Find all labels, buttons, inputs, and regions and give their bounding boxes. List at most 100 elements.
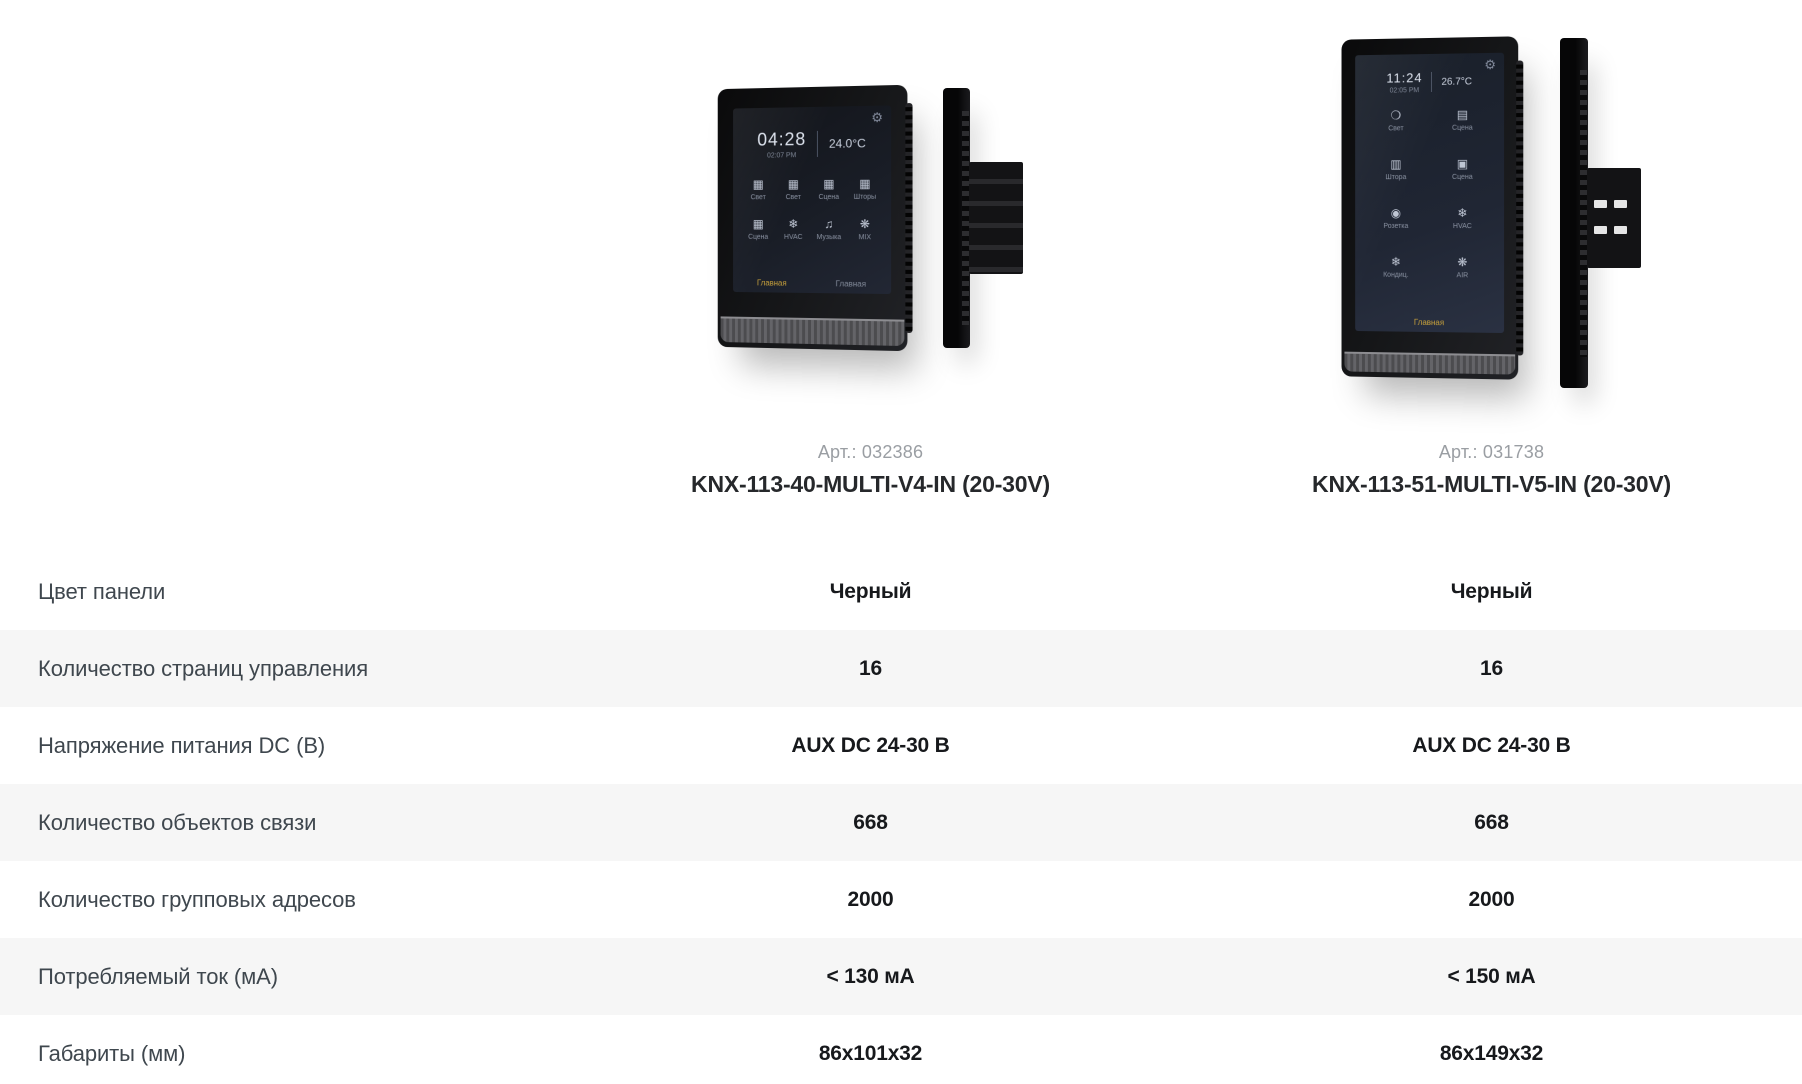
panel-side-view — [943, 88, 970, 348]
product-title-link[interactable]: KNX-113-40-MULTI-V4-IN (20-30V) — [691, 471, 1050, 497]
screen-nav-label: Главная — [835, 279, 867, 289]
grid-icon: ▦ — [859, 176, 871, 191]
spec-label: Количество объектов связи — [38, 809, 317, 835]
spec-label: Напряжение питания DC (В) — [38, 732, 326, 758]
spec-value: < 150 мА — [1447, 964, 1536, 988]
tile-label: Сцена — [818, 193, 840, 201]
spec-row: Цвет панели Черный Черный — [0, 553, 1802, 630]
socket-icon: ◉ — [1390, 206, 1402, 220]
screen-divider — [1431, 71, 1433, 92]
screen-tile: ▦ Свет — [741, 177, 776, 201]
screen-clock-row: 11:24 02:05 PM 26.7°C — [1355, 69, 1504, 95]
spec-value: 16 — [859, 656, 882, 680]
tile-label: Кондиц. — [1383, 271, 1409, 279]
screen-time-sub: 02:07 PM — [766, 152, 797, 160]
screen-tile-grid: ▦ Свет ▦ Свет ▦ Сцена ▦ Шторы ▦ Сцена ❄ HVAC ♫ Музыка… — [733, 176, 891, 242]
tile-label: Сцена — [1452, 173, 1473, 181]
tile-label: HVAC — [783, 233, 803, 241]
screen-tile: ❋ AIR — [1429, 255, 1496, 280]
screen-temperature: 26.7°C — [1441, 75, 1473, 88]
tile-label: Шторы — [853, 193, 877, 201]
blind-icon: ▥ — [1390, 157, 1402, 172]
spec-value: 86x101x32 — [818, 1041, 923, 1065]
spec-value: Черный — [1450, 579, 1533, 603]
spec-label: Габариты (мм) — [38, 1040, 186, 1066]
connector-pin — [1594, 200, 1607, 208]
grid-icon: ▦ — [752, 177, 764, 192]
tile-label: Музыка — [816, 234, 842, 242]
product-photo-2: ⚙ 11:24 02:05 PM 26.7°C ❍ Свет ▤ Сцена ▥ Штор… — [1181, 25, 1802, 400]
spec-value: < 130 мА — [826, 964, 915, 988]
panel-screen: ⚙ 04:28 02:07 PM 24.0°C ▦ Свет ▦ Свет ▦ Сцена… — [733, 105, 892, 295]
product-card-1: ⚙ 04:28 02:07 PM 24.0°C ▦ Свет ▦ Свет ▦ Сцена… — [560, 0, 1181, 553]
panel-metal-strip — [720, 316, 905, 347]
screen-tile: ♫ Музыка — [811, 217, 847, 241]
tile-label: Свет — [1388, 125, 1404, 133]
tile-label: Розетка — [1383, 222, 1409, 230]
screen-clock: 11:24 02:05 PM — [1386, 70, 1422, 94]
screen-tile: ▣ Сцена — [1429, 157, 1496, 181]
screen-tile: ❍ Свет — [1363, 108, 1429, 133]
mounting-box — [1587, 168, 1641, 268]
screen-time: 04:28 — [757, 129, 807, 150]
screen-tile: ▥ Штора — [1363, 157, 1429, 181]
spec-value: 668 — [1474, 810, 1509, 834]
tile-label: AIR — [1456, 272, 1469, 280]
settings-gear-icon: ⚙ — [1484, 56, 1496, 73]
connector-pin — [1594, 226, 1607, 234]
spec-value: AUX DC 24-30 В — [1412, 733, 1571, 757]
touch-panel-front-view: ⚙ 04:28 02:07 PM 24.0°C ▦ Свет ▦ Свет ▦ Сцена… — [717, 84, 908, 352]
spec-value: AUX DC 24-30 В — [791, 733, 950, 757]
product-card-2: ⚙ 11:24 02:05 PM 26.7°C ❍ Свет ▤ Сцена ▥ Штор… — [1181, 0, 1802, 553]
tile-label: Свет — [785, 194, 801, 202]
screen-tile: ▦ Свет — [776, 177, 811, 201]
spec-value: 86x149x32 — [1439, 1041, 1544, 1065]
fan-icon: ❋ — [859, 216, 870, 232]
article-prefix: Арт.: — [817, 442, 857, 462]
screen-nav: Главная Главная — [733, 278, 891, 289]
panel-screen: ⚙ 11:24 02:05 PM 26.7°C ❍ Свет ▤ Сцена ▥ Штор… — [1355, 52, 1505, 334]
spec-row: Количество групповых адресов 2000 2000 — [0, 861, 1802, 938]
tile-label: Сцена — [1452, 124, 1473, 132]
spec-row: Напряжение питания DC (В) AUX DC 24-30 В A… — [0, 707, 1802, 784]
spec-value: 16 — [1480, 656, 1503, 680]
screen-divider — [817, 130, 819, 157]
screen-temperature: 24.0°C — [828, 136, 866, 151]
screen-tile-grid: ❍ Свет ▤ Сцена ▥ Штора ▣ Сцена ◉ Розетка ❄ HVAC ❄ Кон… — [1355, 107, 1504, 280]
screen-nav-label: Главная — [1413, 317, 1445, 328]
screen-tile: ▤ Сцена — [1429, 107, 1496, 132]
screen-tile: ▦ Сцена — [811, 177, 847, 201]
grid-icon: ▦ — [752, 217, 764, 231]
article-value: 032386 — [861, 442, 924, 462]
products-header: ⚙ 04:28 02:07 PM 24.0°C ▦ Свет ▦ Свет ▦ Сцена… — [0, 0, 1802, 553]
product-title-link[interactable]: KNX-113-51-MULTI-V5-IN (20-30V) — [1312, 471, 1671, 497]
screen-clock-row: 04:28 02:07 PM 24.0°C — [733, 128, 891, 160]
spec-row: Габариты (мм) 86x101x32 86x149x32 — [0, 1015, 1802, 1084]
touch-panel-front-view: ⚙ 11:24 02:05 PM 26.7°C ❍ Свет ▤ Сцена ▥ Штор… — [1341, 36, 1519, 380]
grid-icon: ▦ — [823, 176, 835, 191]
fan-icon: ❋ — [1457, 255, 1468, 270]
screen-nav-label: Главная — [756, 278, 787, 288]
screen-tile: ◉ Розетка — [1363, 206, 1429, 230]
spec-value: 2000 — [1468, 887, 1515, 911]
screen-tile: ❄ HVAC — [1429, 206, 1496, 230]
spec-row: Количество объектов связи 668 668 — [0, 784, 1802, 861]
spec-table: Цвет панели Черный Черный Количество страни… — [0, 553, 1802, 1084]
spec-label: Потребляемый ток (мА) — [38, 963, 278, 989]
product-photo-1: ⚙ 04:28 02:07 PM 24.0°C ▦ Свет ▦ Свет ▦ Сцена… — [560, 25, 1181, 400]
curtain-icon: ▤ — [1456, 107, 1469, 122]
screen-nav: Главная — [1355, 317, 1504, 328]
tile-label: HVAC — [1452, 223, 1472, 231]
screen-time-sub: 02:05 PM — [1389, 87, 1420, 95]
article-prefix: Арт.: — [1438, 442, 1478, 462]
screen-tile: ▦ Сцена — [741, 217, 776, 241]
tile-label: Сцена — [748, 233, 769, 241]
spec-value: 2000 — [847, 887, 894, 911]
scene-icon: ▣ — [1456, 156, 1469, 171]
connector-pin — [1614, 200, 1627, 208]
connector-pins-row — [1594, 226, 1627, 234]
spec-label-column-spacer — [0, 0, 560, 553]
screen-tile: ❄ HVAC — [776, 217, 811, 241]
panel-side-view — [1560, 38, 1588, 388]
